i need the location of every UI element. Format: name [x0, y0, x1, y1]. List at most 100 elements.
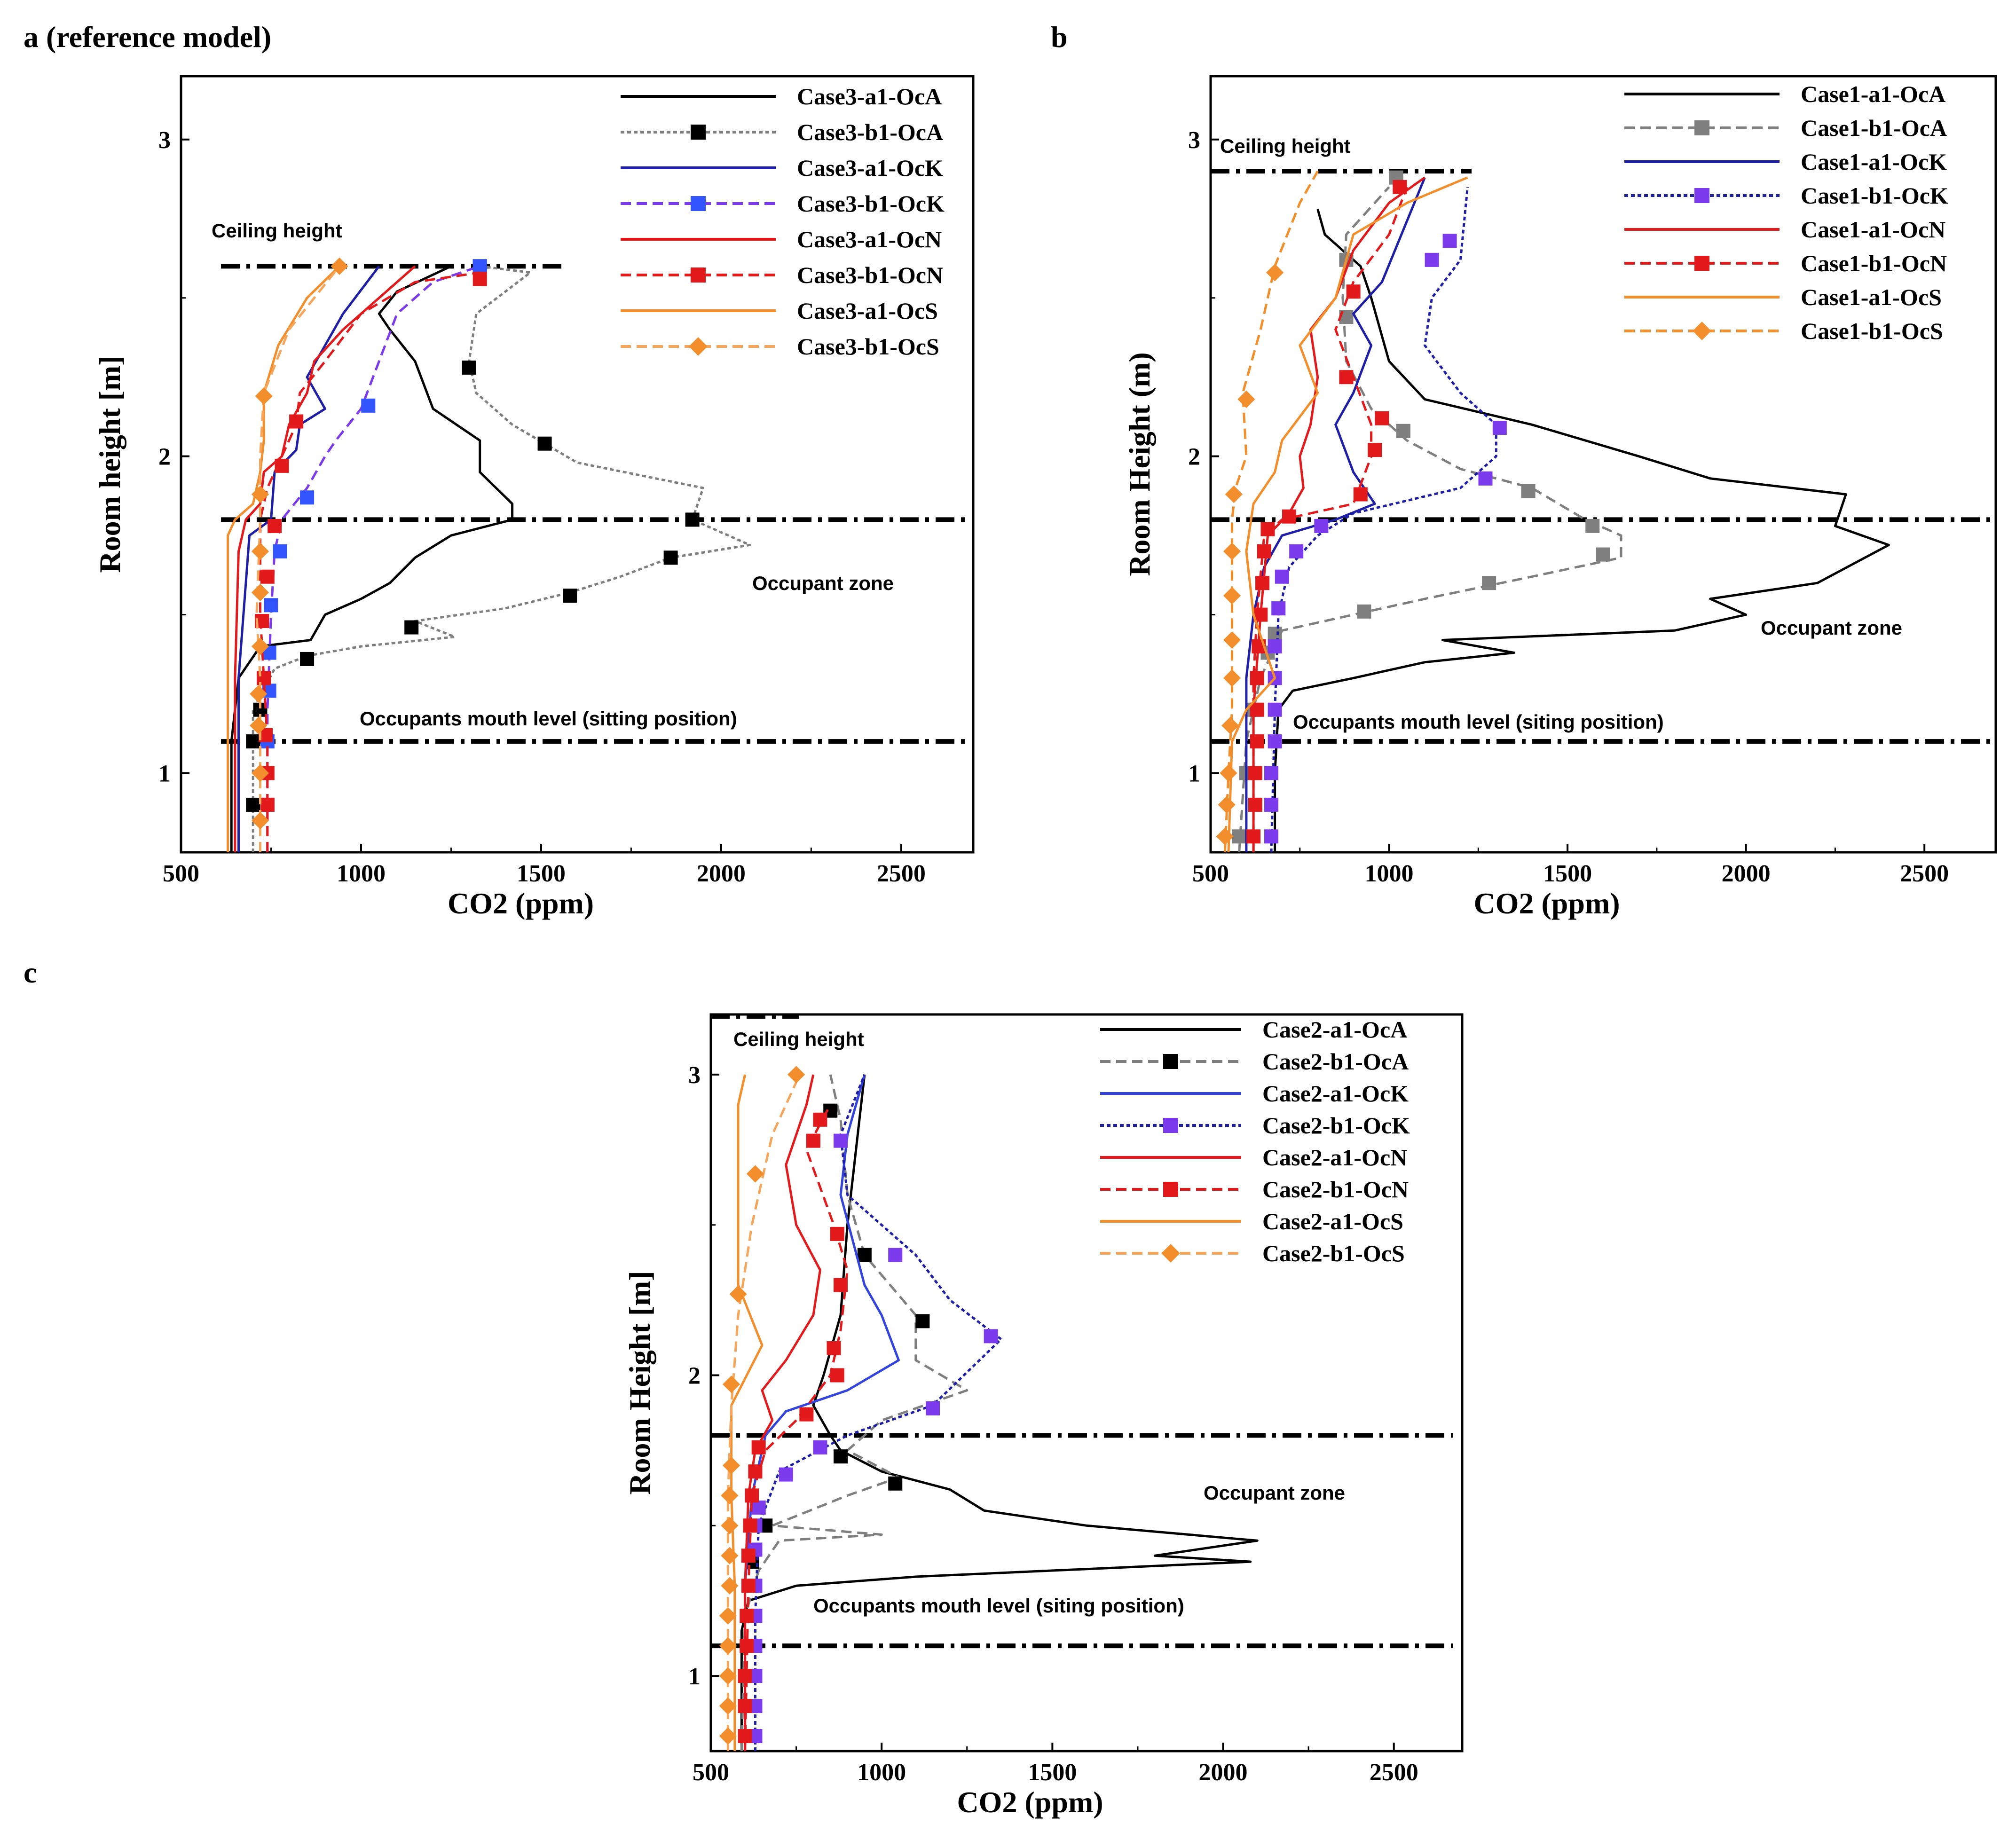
data-point-case2-b1-oca [834, 1449, 848, 1464]
data-point-case1-b1-ocs [1223, 669, 1241, 687]
data-point-case1-b1-ocn [1393, 180, 1407, 194]
data-point-case3-b1-ock [273, 544, 287, 558]
series-group [227, 257, 751, 852]
x-axis-title: CO2 (ppm) [1473, 887, 1620, 920]
data-point-case2-b1-ocn [740, 1639, 754, 1653]
data-point-case1-b1-ocn [1282, 509, 1296, 524]
legend-label-case1-a1-ock: Case1-a1-OcK [1801, 149, 1947, 175]
annotation-occupants-mouth-level-siting-position: Occupants mouth level (siting position) [813, 1595, 1184, 1617]
x-tick-label: 2500 [877, 860, 926, 887]
data-point-case2-b1-ocn [834, 1278, 848, 1292]
data-point-case1-b1-oca [1268, 627, 1282, 641]
legend-marker-case2-b1-ock [1163, 1118, 1178, 1133]
plot-frame [709, 1013, 1464, 1753]
legend-label-case1-a1-ocn: Case1-a1-OcN [1801, 216, 1945, 243]
series-line-case1-b1-oca [1238, 186, 1622, 852]
annotation-occupants-mouth-level-siting-position: Occupants mouth level (siting position) [1293, 711, 1664, 733]
series-line-case2-b1-ock [754, 1074, 1002, 1751]
data-point-case3-b1-ocn [260, 797, 275, 812]
series-line-case2-b1-ocs [726, 1074, 801, 1751]
legend-label-case2-b1-ocs: Case2-b1-OcS [1262, 1240, 1405, 1266]
annotation-occupant-zone: Occupant zone [1204, 1482, 1345, 1504]
y-axis-title: Room Height (m) [1123, 352, 1156, 576]
data-point-case2-b1-ocs [721, 1517, 739, 1534]
data-point-case1-b1-ocs [1223, 631, 1241, 649]
series-line-case2-a1-ock [744, 1074, 900, 1751]
data-point-case3-b1-oca [462, 360, 476, 375]
series-line-case1-a1-ocs [1227, 176, 1468, 852]
panel-label-a: a (reference model) [24, 20, 271, 54]
data-point-case1-b1-ocs [1216, 827, 1234, 845]
series-line-case2-a1-oca [740, 1074, 1259, 1751]
x-axis-title: CO2 (ppm) [448, 887, 594, 920]
data-point-case2-b1-ocn [806, 1133, 820, 1148]
data-point-case3-b1-ocs [250, 716, 268, 735]
x-tick-label: 2000 [1199, 1759, 1248, 1786]
data-point-case3-b1-oca [685, 512, 700, 527]
data-point-case1-b1-ocn [1255, 576, 1270, 590]
y-tick-label: 1 [158, 761, 171, 787]
x-tick-label: 1000 [857, 1759, 906, 1786]
y-tick-label: 3 [1188, 127, 1200, 154]
data-point-case2-b1-ock [984, 1329, 998, 1344]
legend-label-case2-b1-ocn: Case2-b1-OcN [1262, 1176, 1409, 1203]
data-point-case3-b1-ocs [331, 257, 348, 275]
data-point-case1-b1-oca [1357, 604, 1371, 619]
data-point-case2-b1-ocs [719, 1667, 737, 1685]
data-point-case1-b1-ocs [1223, 542, 1241, 560]
series-line-case3-b1-oca [252, 265, 751, 852]
chart-c: 500 1000 1500 2000 2500 1 2 3 CO2 (ppm) Room Heig… [623, 1013, 1464, 1819]
y-axis-title: Room Height [m] [623, 1271, 656, 1494]
data-point-case1-b1-ock [1268, 639, 1282, 653]
legend-label-case1-a1-oca: Case1-a1-OcA [1801, 81, 1945, 107]
data-point-case1-b1-ock [1264, 766, 1279, 780]
data-point-case1-b1-ock [1271, 601, 1286, 616]
legend-label-case2-b1-oca: Case2-b1-OcA [1262, 1048, 1409, 1075]
x-axis-title: CO2 (ppm) [957, 1785, 1103, 1819]
data-point-case3-b1-ock [472, 259, 487, 274]
data-point-case1-b1-oca [1521, 484, 1536, 498]
series-line-case3-b1-ocn [259, 271, 480, 852]
data-point-case2-b1-oca [888, 1476, 903, 1491]
x-tick-label: 2000 [697, 860, 746, 887]
data-point-case1-b1-oca [1396, 424, 1410, 438]
data-point-case3-b1-ocs [251, 812, 269, 830]
data-point-case1-b1-ock [1492, 421, 1507, 435]
data-point-case2-b1-oca [915, 1314, 930, 1328]
legend-marker-case1-b1-ocs [1693, 322, 1711, 340]
data-point-case2-b1-ocn [830, 1226, 844, 1241]
data-point-case1-b1-ock [1275, 569, 1289, 584]
data-point-case2-b1-ocn [827, 1341, 841, 1355]
legend-label-case3-a1-oca: Case3-a1-OcA [797, 83, 942, 110]
legend-label-case1-b1-ocs: Case1-b1-OcS [1801, 318, 1943, 344]
data-point-case1-b1-ocn [1375, 411, 1389, 425]
data-point-case2-b1-ock [888, 1248, 903, 1262]
data-point-case2-b1-ocn [738, 1729, 752, 1744]
data-point-case1-b1-ocn [1260, 522, 1275, 536]
legend-label-case3-b1-ock: Case3-b1-OcK [797, 190, 945, 217]
legend-marker-case1-b1-oca [1694, 120, 1709, 135]
data-point-case2-b1-ocn [799, 1407, 814, 1422]
x-tick-label: 500 [693, 1759, 729, 1786]
data-point-case2-b1-ock [834, 1133, 848, 1148]
annotation-ceiling-height: Ceiling height [733, 1028, 864, 1050]
legend-label-case1-b1-ock: Case1-b1-OcK [1801, 182, 1948, 209]
data-point-case3-b1-oca [404, 620, 419, 635]
annotation-occupant-zone: Occupant zone [752, 572, 894, 594]
data-point-case3-b1-ocn [275, 458, 289, 473]
legend-label-case3-b1-oca: Case3-b1-OcA [797, 119, 943, 145]
data-point-case1-b1-ocs [1218, 796, 1236, 814]
data-point-case2-b1-ock [813, 1440, 827, 1455]
legend-label-case3-a1-ock: Case3-a1-OcK [797, 155, 943, 181]
data-point-case3-b1-ocs [255, 387, 273, 405]
data-point-case2-b1-ocs [787, 1066, 805, 1084]
legend-label-case3-a1-ocn: Case3-a1-OcN [797, 226, 942, 252]
data-point-case1-b1-ocs [1266, 264, 1284, 282]
y-tick-label: 2 [1188, 444, 1200, 471]
data-point-case2-b1-ocs [721, 1547, 739, 1564]
y-tick-label: 2 [158, 444, 171, 471]
data-point-case1-b1-ock [1264, 797, 1279, 812]
data-point-case1-b1-ocn [1257, 544, 1271, 558]
data-point-case2-b1-ocn [830, 1368, 844, 1383]
